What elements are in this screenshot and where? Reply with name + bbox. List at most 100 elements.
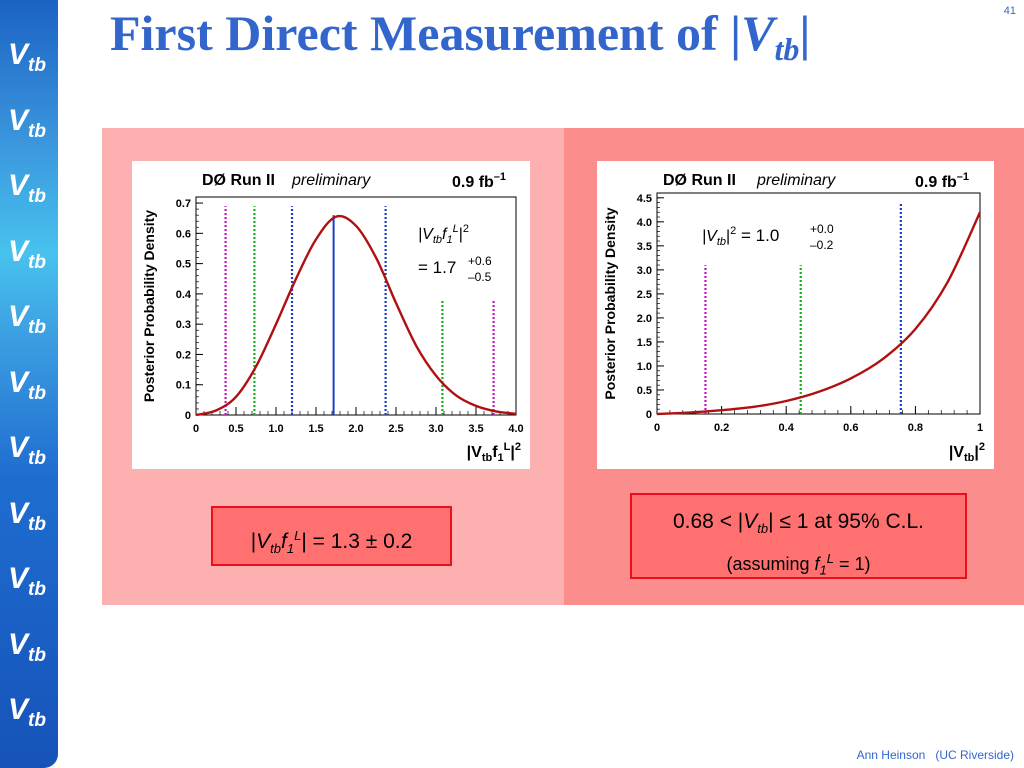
page-number: 41 <box>1003 5 1016 17</box>
ann-sub: tb <box>433 234 442 246</box>
sidebar-vtb-label: Vtb <box>8 365 46 409</box>
vtb-sub: tb <box>28 644 46 666</box>
y-tick-label: 0.5 <box>176 259 191 271</box>
sidebar-vtb-label: Vtb <box>8 695 46 736</box>
luminosity-exponent: –1 <box>494 171 506 183</box>
x-label-square: 2 <box>979 441 985 453</box>
vtb-sub: tb <box>28 579 46 600</box>
ann-value: = 1.0 <box>736 226 779 245</box>
vtb-sub: tb <box>28 710 46 731</box>
ann-square: 2 <box>463 223 469 235</box>
luminosity-value: 0.9 fb <box>915 174 957 191</box>
annotation-down-error: –0.2 <box>810 238 834 252</box>
x-label-sub: tb <box>964 452 975 464</box>
ann-square: 2 <box>730 225 736 237</box>
x-label-f-sup: L <box>504 441 511 453</box>
x-label-var: |V <box>467 444 482 461</box>
ann-f-sub: 1 <box>446 234 452 246</box>
y-axis-label: Posterior Probability Density <box>602 207 618 399</box>
vtb-sub: tb <box>28 251 46 273</box>
y-axis-label: Posterior Probability Density <box>141 210 157 402</box>
vtb-sub: tb <box>28 55 46 76</box>
ann-f-sup: L <box>453 223 459 235</box>
sidebar-vtb-label: Vtb <box>8 433 46 474</box>
x-label-square: 2 <box>515 441 521 453</box>
sidebar-vtb-label: Vtb <box>8 234 46 278</box>
x-tick-label: 2.5 <box>388 423 403 435</box>
result-line-2: (assuming f1L = 1) <box>726 551 871 578</box>
x-tick-label: 3.5 <box>468 423 483 435</box>
vtb-sub: tb <box>28 448 46 469</box>
plot-experiment-label: DØ Run II <box>202 172 275 189</box>
x-tick-label: 4.0 <box>508 423 523 435</box>
y-tick-label: 0 <box>185 410 191 422</box>
ann-close: | <box>726 228 730 245</box>
annotation-up-error: +0.6 <box>468 254 492 268</box>
vtb-v: V <box>8 627 29 661</box>
vtb-v: V <box>8 496 29 530</box>
result-box-right: 0.68 < |Vtb| ≤ 1 at 95% C.L. (assuming f… <box>630 493 967 579</box>
sidebar-vtb-label: Vtb <box>8 496 46 540</box>
x-label-close: | <box>510 444 514 461</box>
ann-var: |V <box>418 226 434 243</box>
vtb-sub: tb <box>28 382 46 404</box>
y-tick-label: 0.3 <box>176 319 191 331</box>
ann-var: |V <box>702 228 718 245</box>
y-tick-label: 0.5 <box>637 385 652 397</box>
y-tick-label: 2.0 <box>637 313 652 325</box>
left-plot: DØ Run II preliminary 0.9 fb–1 0 0.1 0.2 0.3 0.… <box>132 161 530 469</box>
x-axis-label: |Vtbf1L|2 <box>467 441 521 464</box>
y-tick-label: 4.0 <box>637 217 652 229</box>
y-tick-label: 0.2 <box>176 349 191 361</box>
x-tick-label: 0 <box>654 422 660 434</box>
posterior-curve <box>656 211 982 416</box>
plot-luminosity-label: 0.9 fb–1 <box>915 171 969 191</box>
sidebar-vtb-label: Vtb <box>8 171 46 212</box>
vtb-v: V <box>8 365 29 399</box>
x-tick-label: 1 <box>977 422 983 434</box>
result-box-left: |Vtbf1L| = 1.3 ± 0.2 <box>211 506 452 566</box>
x-tick-label: 2.0 <box>348 423 363 435</box>
annotation-formula: |Vtbf1L|2 <box>418 223 469 246</box>
annotation-up-error: +0.0 <box>810 222 834 236</box>
x-tick-label: 0.6 <box>843 422 858 434</box>
annotation-formula: |Vtb|2 = 1.0 <box>702 225 779 248</box>
luminosity-value: 0.9 fb <box>452 174 494 191</box>
x-tick-label: 3.0 <box>428 423 443 435</box>
sidebar-vtb-label: Vtb <box>8 302 46 343</box>
vtb-sub: tb <box>28 186 46 207</box>
vtb-sub: tb <box>28 317 46 338</box>
vtb-sub: tb <box>28 513 46 535</box>
left-plot-svg: DØ Run II preliminary 0.9 fb–1 0 0.1 0.2 0.3 0.… <box>141 171 524 464</box>
x-tick-label: 1.5 <box>308 423 323 435</box>
x-label-var: |V <box>949 444 964 461</box>
vtb-v: V <box>8 103 29 137</box>
annotation-value: = 1.7 <box>418 258 456 277</box>
vtb-v: V <box>8 234 29 268</box>
x-tick-label: 0.5 <box>228 423 243 435</box>
ann-close: | <box>459 226 463 243</box>
result-line-1: 0.68 < |Vtb| ≤ 1 at 95% C.L. <box>672 510 924 537</box>
footer-author: Ann Heinson (UC Riverside) <box>856 748 1014 762</box>
x-tick-label: 1.0 <box>268 423 283 435</box>
vtb-sub: tb <box>28 120 46 142</box>
sidebar-vtb-label: Vtb <box>8 103 46 147</box>
y-tick-label: 2.5 <box>637 289 652 301</box>
y-tick-label: 3.5 <box>637 241 652 253</box>
y-tick-label: 0.7 <box>176 198 191 210</box>
x-label-sub: tb <box>482 452 493 464</box>
vtb-v: V <box>8 169 29 202</box>
y-tick-label: 3.0 <box>637 265 652 277</box>
vtb-v: V <box>8 38 29 71</box>
y-tick-label: 0 <box>646 409 652 421</box>
ann-sub: tb <box>717 236 726 248</box>
plot-luminosity-label: 0.9 fb–1 <box>452 171 506 191</box>
sidebar: Vtb Vtb Vtb Vtb Vtb Vtb Vtb Vtb Vtb Vtb Vtb <box>0 0 58 768</box>
y-tick-label: 1.0 <box>637 361 652 373</box>
annotation-down-error: –0.5 <box>468 270 492 284</box>
right-plot-svg: DØ Run II preliminary 0.9 fb–1 0 0.5 1.0 1.5 2.… <box>602 171 985 464</box>
y-tick-label: 0.1 <box>176 380 191 392</box>
x-tick-label: 0 <box>193 423 199 435</box>
y-tick-label: 0.4 <box>176 289 192 301</box>
vtb-v: V <box>8 300 29 333</box>
